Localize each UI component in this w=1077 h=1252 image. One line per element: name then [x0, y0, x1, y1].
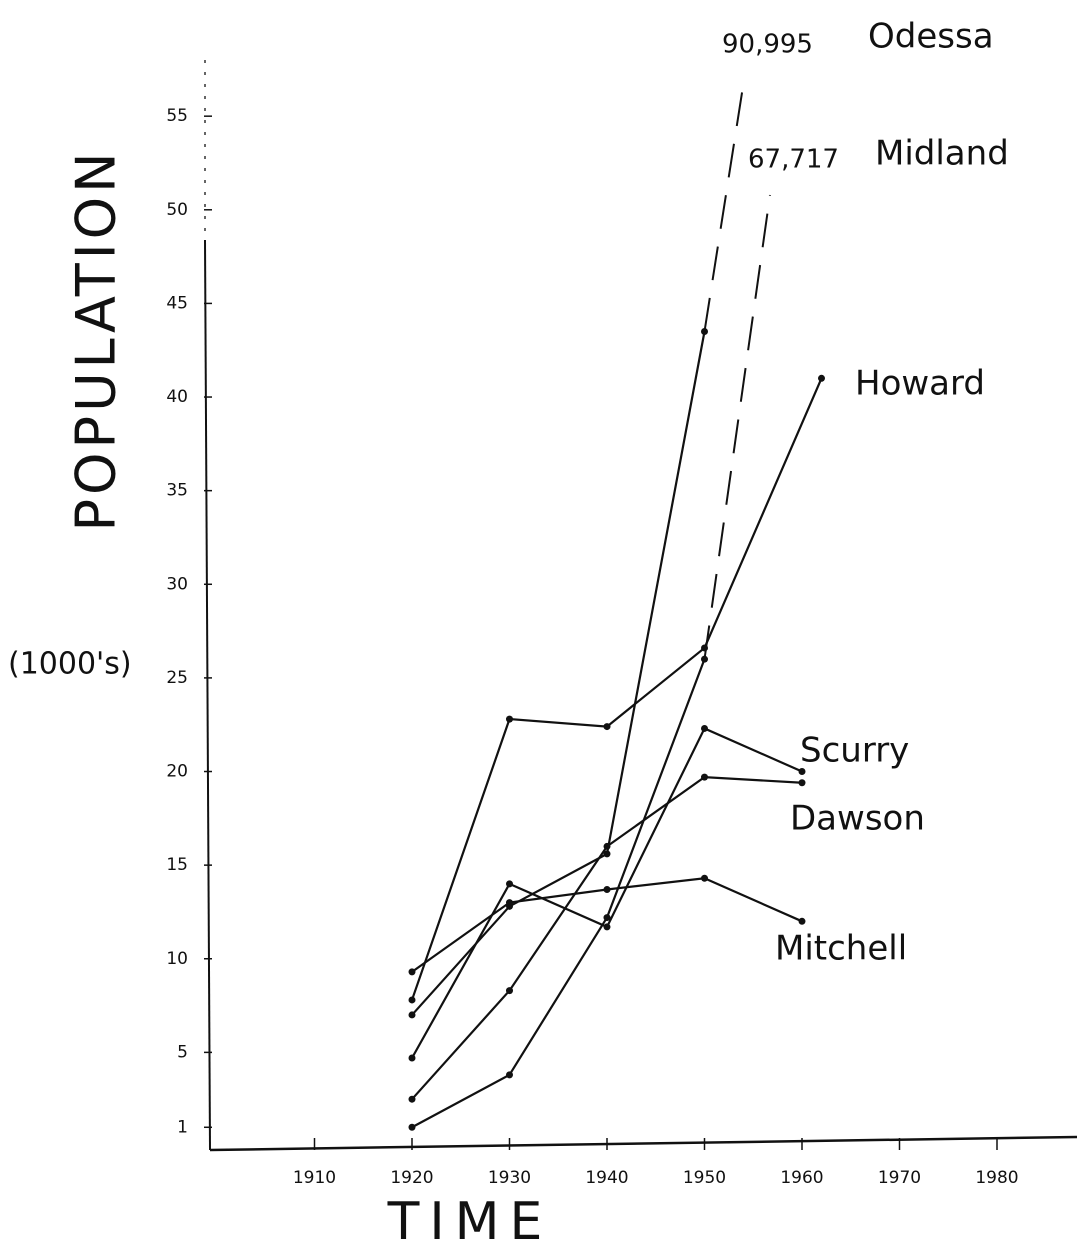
series-label: Odessa — [868, 17, 994, 57]
data-point — [604, 886, 611, 893]
y-axis-title: POPULATION — [65, 148, 128, 531]
data-point — [701, 725, 708, 732]
y-tick-label: 40 — [166, 387, 188, 407]
y-tick-label: 45 — [166, 293, 188, 313]
data-point — [506, 716, 513, 723]
off-scale-arrow — [705, 80, 745, 332]
y-tick-label: 15 — [166, 855, 188, 875]
chart: POPULATION (1000's) TIME 151015202530354… — [0, 0, 1077, 1252]
series-label: Scurry — [800, 731, 909, 771]
y-tick-label: 5 — [177, 1042, 188, 1062]
data-point — [506, 899, 513, 906]
series-line — [412, 777, 802, 1099]
series-line — [412, 659, 705, 1127]
data-point — [409, 1054, 416, 1061]
x-axis — [210, 1137, 1077, 1150]
data-point — [799, 918, 806, 925]
off-scale-label: 67,717 — [748, 145, 839, 175]
x-tick-label: 1950 — [683, 1168, 726, 1188]
series-line — [412, 728, 802, 1058]
x-tick-label: 1940 — [585, 1168, 628, 1188]
data-point — [701, 644, 708, 651]
data-point — [506, 880, 513, 887]
series-label: Mitchell — [775, 929, 907, 969]
x-tick-label: 1960 — [780, 1168, 823, 1188]
x-tick-label: 1970 — [878, 1168, 921, 1188]
data-point — [604, 723, 611, 730]
y-tick-label: 35 — [166, 481, 188, 501]
y-tick-label: 20 — [166, 762, 188, 782]
series-label: Howard — [855, 364, 985, 404]
data-point — [506, 1071, 513, 1078]
y-tick-label: 1 — [177, 1117, 188, 1137]
data-point — [604, 923, 611, 930]
data-point — [409, 1011, 416, 1018]
y-tick-label: 10 — [166, 949, 188, 969]
series-line — [412, 332, 705, 1015]
data-point — [799, 779, 806, 786]
y-tick-label: 30 — [166, 574, 188, 594]
series-label: Midland — [875, 134, 1009, 174]
off-scale-label: 90,995 — [722, 30, 813, 60]
x-tick-label: 1980 — [975, 1168, 1018, 1188]
data-point — [409, 1096, 416, 1103]
y-axis — [205, 240, 210, 1150]
data-point — [409, 968, 416, 975]
y-tick-label: 55 — [166, 106, 188, 126]
series-label: Dawson — [790, 799, 925, 839]
data-point — [409, 1124, 416, 1131]
y-tick-label: 25 — [166, 668, 188, 688]
data-point — [604, 843, 611, 850]
y-axis-unit: (1000's) — [8, 647, 132, 682]
data-point — [701, 875, 708, 882]
x-tick-label: 1910 — [293, 1168, 336, 1188]
x-tick-label: 1920 — [390, 1168, 433, 1188]
y-tick-label: 50 — [166, 200, 188, 220]
data-point — [506, 987, 513, 994]
data-point — [818, 375, 825, 382]
x-axis-title: TIME — [387, 1192, 553, 1252]
data-point — [409, 996, 416, 1003]
x-tick-label: 1930 — [488, 1168, 531, 1188]
data-point — [701, 774, 708, 781]
